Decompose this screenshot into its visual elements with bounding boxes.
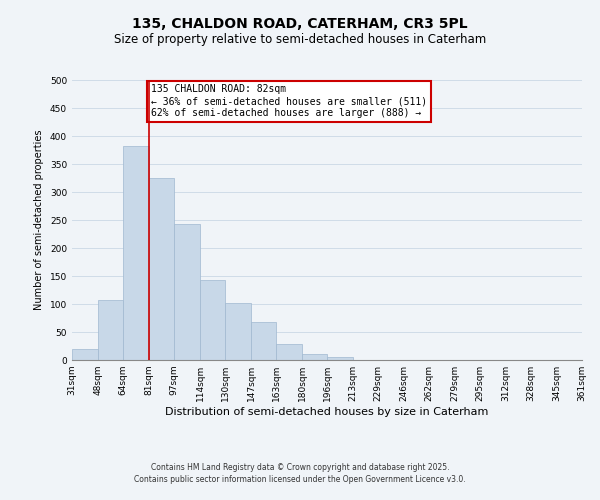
Bar [251, 322, 276, 360]
Bar [72, 349, 98, 360]
Y-axis label: Number of semi-detached properties: Number of semi-detached properties [34, 130, 44, 310]
Bar [123, 146, 149, 360]
Text: Size of property relative to semi-detached houses in Caterham: Size of property relative to semi-detach… [114, 32, 486, 46]
Bar [98, 300, 123, 360]
Bar [225, 303, 251, 360]
Bar [174, 224, 200, 360]
Bar [200, 280, 225, 360]
Bar [149, 178, 174, 360]
Text: Contains public sector information licensed under the Open Government Licence v3: Contains public sector information licen… [134, 475, 466, 484]
Text: 135 CHALDON ROAD: 82sqm
← 36% of semi-detached houses are smaller (511)
62% of s: 135 CHALDON ROAD: 82sqm ← 36% of semi-de… [151, 84, 427, 117]
X-axis label: Distribution of semi-detached houses by size in Caterham: Distribution of semi-detached houses by … [166, 407, 488, 417]
Text: 135, CHALDON ROAD, CATERHAM, CR3 5PL: 135, CHALDON ROAD, CATERHAM, CR3 5PL [132, 18, 468, 32]
Bar [276, 344, 302, 360]
Bar [327, 357, 353, 360]
Text: Contains HM Land Registry data © Crown copyright and database right 2025.: Contains HM Land Registry data © Crown c… [151, 464, 449, 472]
Bar [302, 354, 327, 360]
